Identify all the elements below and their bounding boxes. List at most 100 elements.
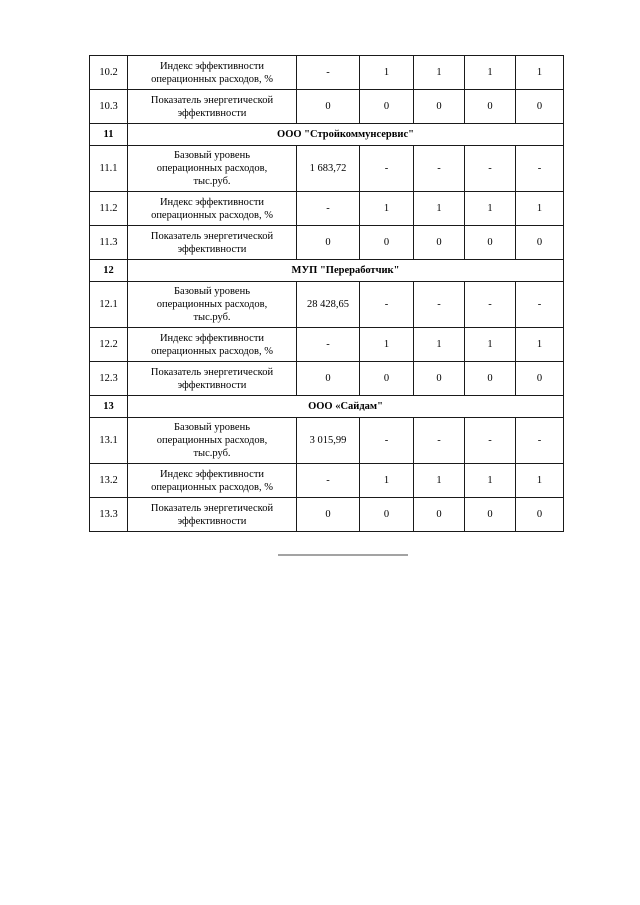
value-cell: 3 015,99 [296, 417, 360, 464]
value-cell: - [413, 417, 465, 464]
value-cell: 1 683,72 [296, 145, 360, 192]
value-cell: 0 [359, 89, 414, 124]
value-cell: 0 [515, 361, 564, 396]
value-cell: 1 [464, 327, 516, 362]
value-cell: - [515, 281, 564, 328]
value-cell: 0 [413, 361, 465, 396]
row-number-cell: 12 [89, 259, 128, 282]
value-cell: 0 [515, 89, 564, 124]
section-title-cell: ООО «Сайдам" [127, 395, 564, 418]
table-body: 10.2 Индекс эффективности операционных ра… [89, 55, 564, 532]
value-cell: 1 [359, 191, 414, 226]
row-number-cell: 13 [89, 395, 128, 418]
value-cell: - [359, 145, 414, 192]
value-cell: - [359, 281, 414, 328]
value-cell: - [359, 417, 414, 464]
value-cell: 1 [413, 327, 465, 362]
value-cell: 1 [359, 463, 414, 498]
value-cell: 1 [359, 327, 414, 362]
value-cell: 1 [515, 327, 564, 362]
value-cell: 0 [413, 89, 465, 124]
value-cell: 28 428,65 [296, 281, 360, 328]
indicator-label-cell: Базовый уровень операционных расходов, т… [127, 417, 297, 464]
value-cell: 1 [515, 191, 564, 226]
value-cell: 1 [413, 191, 465, 226]
indicator-label-cell: Базовый уровень операционных расходов, т… [127, 145, 297, 192]
value-cell: 0 [464, 225, 516, 260]
value-cell: - [515, 145, 564, 192]
row-number-cell: 13.1 [89, 417, 128, 464]
value-cell: 0 [359, 361, 414, 396]
value-cell: - [464, 145, 516, 192]
table-row: 10.2 Индекс эффективности операционных ра… [89, 55, 564, 90]
table-row: 11.1 Базовый уровень операционных расходо… [89, 145, 564, 192]
value-cell: 1 [464, 191, 516, 226]
table-row: 11.2 Индекс эффективности операционных ра… [89, 191, 564, 226]
value-cell: 0 [413, 225, 465, 260]
value-cell: 0 [296, 89, 360, 124]
value-cell: - [413, 145, 465, 192]
row-number-cell: 13.3 [89, 497, 128, 532]
table-row: 12.1 Базовый уровень операционных расходо… [89, 281, 564, 328]
indicator-label-cell: Показатель энергетической эффективности [127, 225, 297, 260]
value-cell: 1 [464, 55, 516, 90]
value-cell: 1 [413, 463, 465, 498]
row-number-cell: 11.1 [89, 145, 128, 192]
tariff-indicators-table: 10.2 Индекс эффективности операционных ра… [89, 55, 564, 532]
indicator-label-cell: Индекс эффективности операционных расход… [127, 55, 297, 90]
row-number-cell: 10.2 [89, 55, 128, 90]
value-cell: 0 [359, 497, 414, 532]
value-cell: 0 [515, 497, 564, 532]
row-number-cell: 11.2 [89, 191, 128, 226]
value-cell: - [464, 281, 516, 328]
value-cell: 0 [464, 497, 516, 532]
indicator-label-cell: Показатель энергетической эффективности [127, 497, 297, 532]
row-number-cell: 13.2 [89, 463, 128, 498]
indicator-label-cell: Индекс эффективности операционных расход… [127, 327, 297, 362]
table-row: 12.3 Показатель энергетической эффективно… [89, 361, 564, 396]
table-row: 13.3 Показатель энергетической эффективно… [89, 497, 564, 532]
value-cell: 0 [515, 225, 564, 260]
value-cell: 1 [464, 463, 516, 498]
section-title-cell: МУП "Переработчик" [127, 259, 564, 282]
value-cell: - [515, 417, 564, 464]
section-title-cell: ООО "Стройкоммунсервис" [127, 123, 564, 146]
table-row: 10.3 Показатель энергетической эффективно… [89, 89, 564, 124]
table-row: 13.2 Индекс эффективности операционных ра… [89, 463, 564, 498]
table-row: 11.3 Показатель энергетической эффективно… [89, 225, 564, 260]
value-cell: 0 [296, 225, 360, 260]
value-cell: 0 [413, 497, 465, 532]
row-number-cell: 10.3 [89, 89, 128, 124]
indicator-label-cell: Индекс эффективности операционных расход… [127, 463, 297, 498]
section-header-row: 13 ООО «Сайдам" [89, 395, 564, 418]
value-cell: 1 [359, 55, 414, 90]
table-row: 13.1 Базовый уровень операционных расходо… [89, 417, 564, 464]
value-cell: - [296, 463, 360, 498]
row-number-cell: 12.3 [89, 361, 128, 396]
row-number-cell: 12.1 [89, 281, 128, 328]
value-cell: - [413, 281, 465, 328]
value-cell: 0 [296, 497, 360, 532]
value-cell: 0 [464, 89, 516, 124]
section-header-row: 12 МУП "Переработчик" [89, 259, 564, 282]
row-number-cell: 11 [89, 123, 128, 146]
value-cell: 0 [359, 225, 414, 260]
value-cell: 1 [515, 55, 564, 90]
footnote-separator-line [278, 554, 408, 556]
value-cell: 0 [464, 361, 516, 396]
value-cell: 1 [515, 463, 564, 498]
value-cell: 0 [296, 361, 360, 396]
value-cell: - [296, 55, 360, 90]
indicator-label-cell: Показатель энергетической эффективности [127, 361, 297, 396]
value-cell: - [296, 327, 360, 362]
row-number-cell: 11.3 [89, 225, 128, 260]
value-cell: - [464, 417, 516, 464]
value-cell: - [296, 191, 360, 226]
section-header-row: 11 ООО "Стройкоммунсервис" [89, 123, 564, 146]
indicator-label-cell: Базовый уровень операционных расходов, т… [127, 281, 297, 328]
value-cell: 1 [413, 55, 465, 90]
table-row: 12.2 Индекс эффективности операционных ра… [89, 327, 564, 362]
row-number-cell: 12.2 [89, 327, 128, 362]
indicator-label-cell: Индекс эффективности операционных расход… [127, 191, 297, 226]
